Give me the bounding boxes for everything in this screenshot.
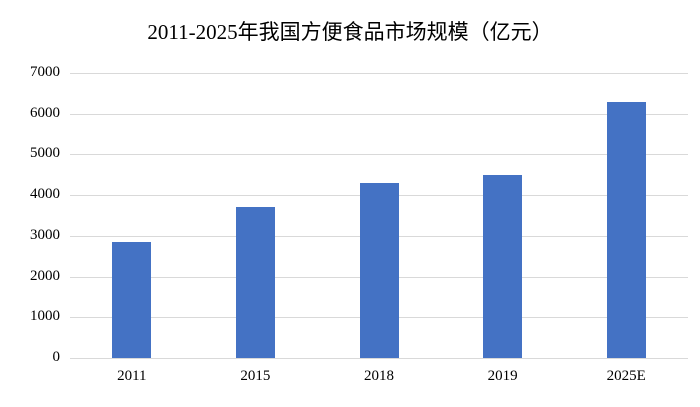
x-axis-tick-label: 2011 <box>117 368 147 384</box>
y-axis-tick-label: 5000 <box>30 145 60 162</box>
bar-2011 <box>112 241 152 358</box>
gridline <box>70 358 688 359</box>
gridline <box>70 113 688 115</box>
x-axis: 2011 2015 2018 2019 2025E <box>70 368 688 392</box>
y-axis-tick-label: 2000 <box>30 267 60 284</box>
y-axis-tick-label: 4000 <box>30 186 60 203</box>
y-axis-tick-label: 1000 <box>30 308 60 325</box>
y-axis-tick-label: 6000 <box>30 104 60 121</box>
bar-2015 <box>235 207 275 358</box>
plot-area <box>70 73 688 359</box>
x-axis-tick-label: 2025E <box>606 368 646 384</box>
gridline <box>70 154 688 156</box>
gridline <box>70 73 688 74</box>
bar-2018 <box>359 182 399 358</box>
x-axis-tick-label: 2015 <box>240 368 271 384</box>
bar-2019 <box>483 174 523 358</box>
chart-title: 2011-2025年我国方便食品市场规模（亿元） <box>147 20 553 44</box>
y-axis-tick-label: 7000 <box>30 64 60 80</box>
y-axis: 0 1000 2000 3000 4000 5000 6000 7000 <box>0 65 60 365</box>
bar-2025E <box>606 101 646 358</box>
x-axis-tick-label: 2019 <box>487 368 518 384</box>
y-axis-tick-label: 3000 <box>30 226 60 243</box>
x-axis-tick-label: 2018 <box>364 368 394 384</box>
y-axis-tick-label: 0 <box>52 349 61 365</box>
